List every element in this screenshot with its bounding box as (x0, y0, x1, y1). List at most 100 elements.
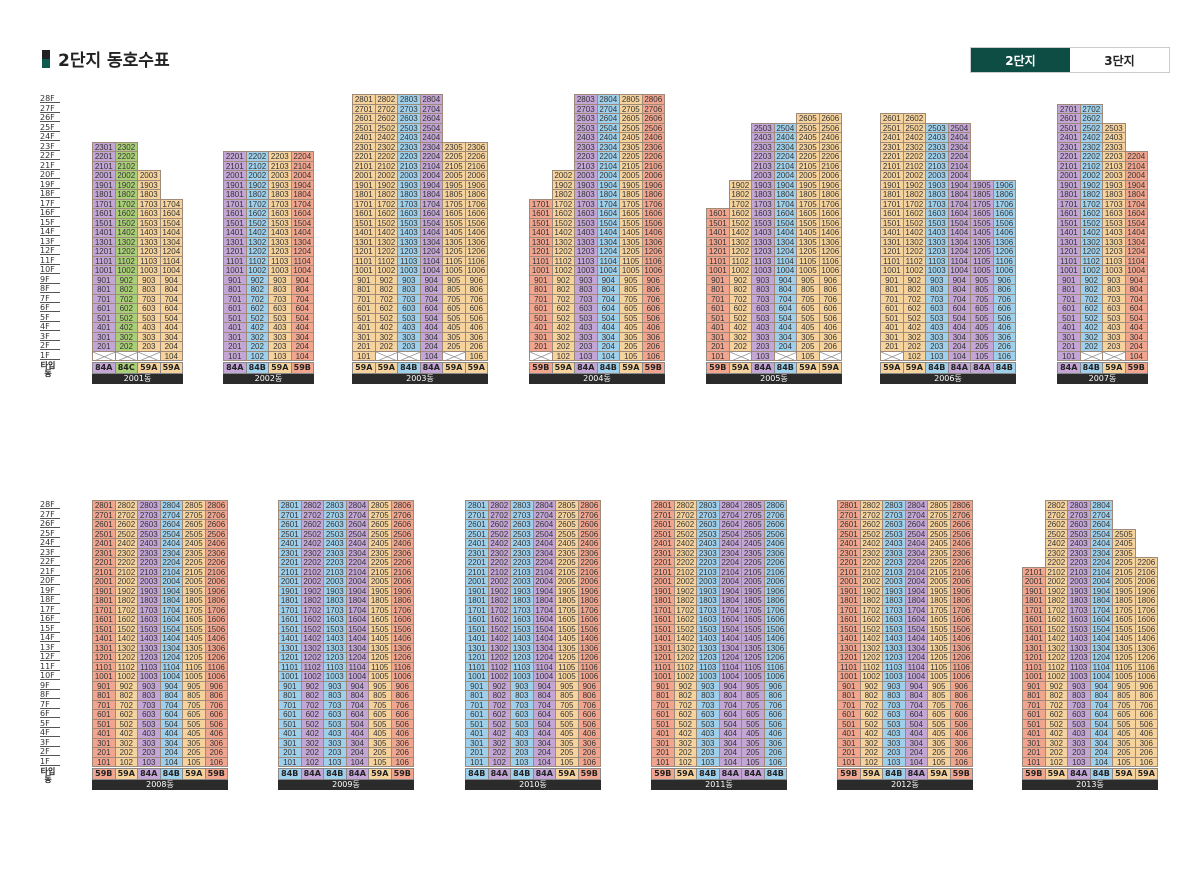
unit-cell[interactable]: 104 (947, 350, 971, 361)
building-label[interactable]: 2002동 (223, 374, 314, 384)
building-label[interactable]: 2001동 (92, 374, 183, 384)
piloti-cell (728, 350, 752, 361)
unit-cell[interactable]: 102 (245, 350, 269, 361)
unit-cell[interactable]: 104 (904, 756, 928, 767)
unit-type-cell: 59B (1124, 362, 1148, 374)
unit-cell[interactable]: 104 (1124, 350, 1148, 361)
floor-label: 15F (40, 218, 60, 227)
unit-cell[interactable]: 106 (204, 756, 228, 767)
unit-cell[interactable]: 103 (574, 350, 598, 361)
unit-cell[interactable]: 105 (796, 350, 820, 361)
unit-cell[interactable]: 105 (927, 756, 951, 767)
unit-cell[interactable]: 105 (182, 756, 206, 767)
floor-label: 6F (40, 709, 60, 718)
unit-cell[interactable]: 101 (651, 756, 675, 767)
unit-cell[interactable]: 102 (1044, 756, 1068, 767)
floor-label: 14F (40, 633, 60, 642)
unit-cell[interactable]: 106 (390, 756, 414, 767)
floor-label: 18F (40, 595, 60, 604)
unit-cell[interactable]: 105 (619, 350, 643, 361)
floor-label: 10F (40, 671, 60, 680)
unit-cell[interactable]: 104 (345, 756, 369, 767)
tab-complex-2[interactable]: 2단지 (971, 48, 1070, 72)
unit-cell[interactable]: 102 (902, 350, 926, 361)
unit-cell[interactable]: 102 (673, 756, 697, 767)
unit-type-cell: 59A (114, 768, 138, 780)
unit-cell[interactable]: 105 (1112, 756, 1136, 767)
unit-cell[interactable]: 102 (859, 756, 883, 767)
unit-cell[interactable]: 106 (464, 350, 488, 361)
unit-cell[interactable]: 101 (1057, 350, 1081, 361)
unit-cell[interactable]: 102 (300, 756, 324, 767)
unit-cell[interactable]: 101 (278, 756, 302, 767)
floor-label: 10F (40, 265, 60, 274)
floor-label: 1F (40, 351, 60, 360)
building-label[interactable]: 2003동 (352, 374, 488, 384)
floor-label: 23F (40, 548, 60, 557)
floor-label: 18F (40, 189, 60, 198)
floor-label: 20F (40, 576, 60, 585)
unit-cell[interactable]: 106 (949, 756, 973, 767)
unit-type-cell: 84A (137, 768, 161, 780)
building-label[interactable]: 2006동 (880, 374, 1016, 384)
unit-cell[interactable]: 106 (763, 756, 787, 767)
building-label[interactable]: 2008동 (92, 780, 228, 790)
unit-cell[interactable]: 101 (837, 756, 861, 767)
building-label[interactable]: 2012동 (837, 780, 973, 790)
building-label[interactable]: 2013동 (1022, 780, 1158, 790)
building-label[interactable]: 2004동 (529, 374, 665, 384)
tab-complex-3[interactable]: 3단지 (1070, 48, 1169, 72)
building-label[interactable]: 2005동 (706, 374, 842, 384)
unit-cell[interactable]: 104 (532, 756, 556, 767)
unit-cell[interactable]: 101 (706, 350, 730, 361)
unit-type-cell: 59A (818, 362, 842, 374)
unit-cell[interactable]: 104 (596, 350, 620, 361)
unit-cell[interactable]: 104 (159, 756, 183, 767)
unit-cell[interactable]: 102 (487, 756, 511, 767)
unit-cell[interactable]: 106 (992, 350, 1016, 361)
unit-cell[interactable]: 103 (925, 350, 949, 361)
type-header: 타입 동 (40, 361, 56, 378)
unit-cell[interactable]: 105 (970, 350, 994, 361)
unit-cell[interactable]: 103 (882, 756, 906, 767)
unit-cell[interactable]: 106 (1134, 756, 1158, 767)
unit-cell[interactable]: 104 (419, 350, 443, 361)
unit-cell[interactable]: 105 (741, 756, 765, 767)
floor-label: 27F (40, 104, 60, 113)
unit-type-cell: 59A (159, 362, 183, 374)
unit-cell[interactable]: 103 (1067, 756, 1091, 767)
unit-cell[interactable]: 102 (551, 350, 575, 361)
unit-cell[interactable]: 105 (368, 756, 392, 767)
unit-cell[interactable]: 101 (465, 756, 489, 767)
building-label[interactable]: 2010동 (465, 780, 601, 790)
unit-cell[interactable]: 101 (223, 350, 247, 361)
floor-label: 3F (40, 738, 60, 747)
unit-cell[interactable]: 105 (555, 756, 579, 767)
unit-type-cell: 84B (925, 362, 949, 374)
floor-label: 25F (40, 123, 60, 132)
unit-cell[interactable]: 102 (114, 756, 138, 767)
unit-cell[interactable]: 104 (718, 756, 742, 767)
building-label[interactable]: 2009동 (278, 780, 414, 790)
unit-type-cell: 59B (949, 768, 973, 780)
unit-cell[interactable]: 103 (510, 756, 534, 767)
page-title-text: 2단지 동호수표 (58, 51, 170, 71)
unit-cell[interactable]: 104 (290, 350, 314, 361)
unit-cell[interactable]: 103 (696, 756, 720, 767)
unit-cell[interactable]: 103 (751, 350, 775, 361)
unit-cell[interactable]: 101 (352, 350, 376, 361)
unit-cell[interactable]: 104 (1089, 756, 1113, 767)
building-label[interactable]: 2007동 (1057, 374, 1148, 384)
unit-cell[interactable]: 103 (137, 756, 161, 767)
unit-cell[interactable]: 101 (92, 756, 116, 767)
building-label[interactable]: 2011동 (651, 780, 787, 790)
unit-cell[interactable]: 106 (641, 350, 665, 361)
unit-type-cell: 59A (137, 362, 161, 374)
unit-cell[interactable]: 106 (577, 756, 601, 767)
unit-cell[interactable]: 103 (323, 756, 347, 767)
unit-cell[interactable]: 103 (268, 350, 292, 361)
unit-type-cell: 59A (880, 362, 904, 374)
unit-cell[interactable]: 104 (159, 350, 183, 361)
unit-cell[interactable]: 101 (1022, 756, 1046, 767)
floor-label: 19F (40, 180, 60, 189)
